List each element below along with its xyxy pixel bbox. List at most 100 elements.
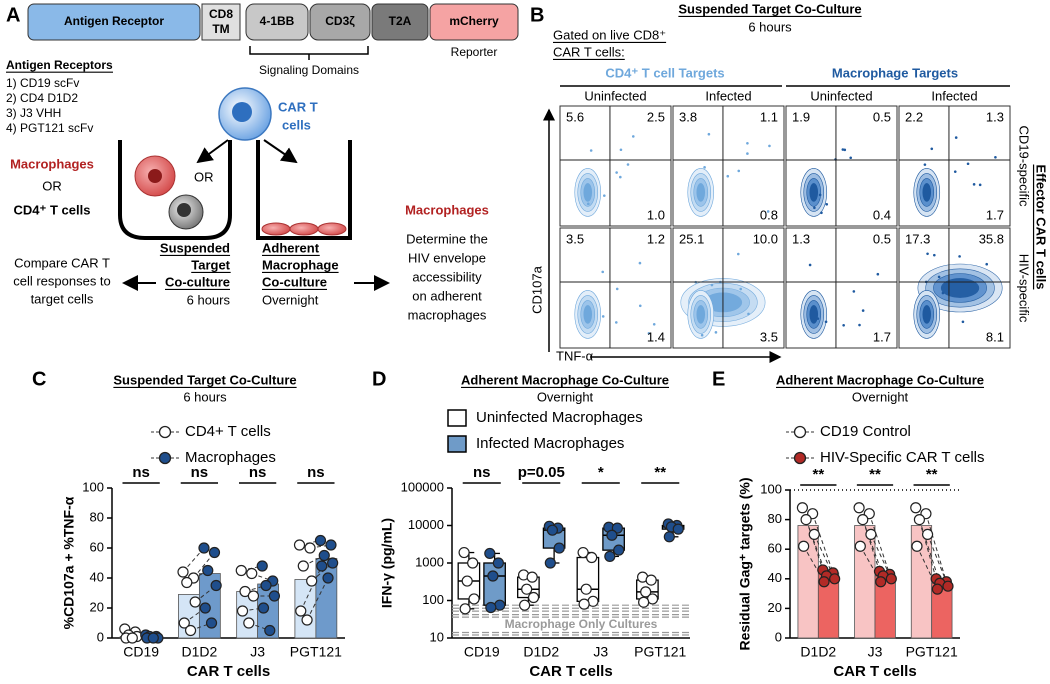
well [118,140,232,240]
event-dot [937,275,941,279]
event-dot [615,287,619,291]
pair-line [813,534,836,580]
event-dot [768,144,771,148]
chart-title: Adherent Macrophage Co-Culture [461,372,669,387]
y-tick-label: 10000 [408,517,444,532]
point [268,590,281,602]
event-dot [930,147,934,151]
point [184,624,197,637]
y-tick-label: 60 [90,539,104,554]
point [260,579,272,592]
construct-box [27,3,201,41]
event-dot [587,202,590,206]
legend-marker [793,425,807,439]
event-dot [619,148,623,152]
pair-line [182,547,205,573]
point [798,540,810,552]
row-label: CD19-specific [1017,126,1032,207]
quadrant-value: 1.3 [986,109,1004,124]
point [247,590,260,602]
point [857,513,869,526]
point [314,534,327,547]
x-tick-label: CD19 [464,644,500,660]
axis-title-group: CD107a [529,265,544,313]
panel-letter: C [32,368,46,390]
point [911,540,923,552]
point [910,502,922,514]
chart-title: Adherent Macrophage Co-Culture [776,372,984,387]
group-header: Macrophage Targets [832,65,958,80]
outcome-text: Compare CAR T [14,255,110,270]
event-dot [638,261,642,265]
point [293,539,306,551]
outcome-text: Determine the [406,231,488,246]
pair-line [925,513,947,582]
event-dot [652,322,656,326]
point [205,617,218,629]
point [580,583,592,595]
point [578,598,590,610]
or-label: OR [194,169,214,184]
event-dot [746,152,749,155]
quadrant-value: 25.1 [679,231,704,246]
point [256,560,268,572]
x-axis-title: CAR T cells [529,663,612,680]
contour [696,305,706,324]
quadrant-value: 0.5 [873,109,891,124]
legend-marker [447,409,467,427]
box [576,556,600,602]
gate-text: Gated on live CD8⁺ [553,27,666,42]
panel-letter: A [6,4,20,26]
macrophage-cell [261,222,291,236]
flow-plot: 17.3 35.8 8.1 [898,227,1011,349]
pair-line [916,546,938,590]
pair-line [927,534,949,587]
point [613,544,625,556]
assay-time: Overnight [262,292,319,307]
event-dot [813,206,816,210]
event-dot [843,148,847,152]
annotation: ns [191,464,209,481]
flow-plot: 2.2 1.3 1.7 [898,105,1011,227]
flow-plot: 5.6 2.5 1.0 [559,105,672,227]
point [921,528,934,541]
y-axis-title: Residual Gag⁺ targets (%) [737,477,753,650]
point [885,573,897,585]
annotation: ** [654,464,666,481]
legend-label: HIV-Specific CAR T cells [820,449,985,466]
event-dot [953,170,957,173]
chart: D Adherent Macrophage Co-Culture Overnight… [372,368,690,680]
event-dot [923,163,927,166]
construct-box [201,3,241,41]
x-tick-label: D1D2 [523,644,559,660]
quadrant-value: 1.0 [647,207,665,222]
annotation: ns [249,464,267,481]
event-dot [876,272,880,276]
y-tick-label: 10 [430,629,444,644]
pair-line [300,565,323,612]
pair-line [193,552,215,579]
cell-label: CAR T [278,99,318,114]
nucleus [232,102,252,122]
legend-marker [158,425,172,439]
group-header: CD4⁺ T cell Targets [605,65,724,80]
list-title: Antigen Receptors [6,58,113,72]
annotation: ns [132,464,150,481]
legend-marker [447,435,467,453]
point [663,531,675,543]
event-dot [726,174,730,178]
or-label: OR [42,178,62,193]
point [645,574,657,586]
event-dot [746,141,749,145]
point [181,576,193,589]
event-dot [994,155,997,159]
event-dot [707,132,711,136]
well [256,140,352,240]
construct-note: Signaling Domains [259,63,359,77]
pair-line [306,577,329,621]
contour [809,305,819,324]
flow-plot: 3.5 1.2 1.4 [559,227,672,349]
event-dot [647,332,651,335]
legend-label: CD4+ T cells [185,423,271,440]
event-dot [703,166,706,169]
